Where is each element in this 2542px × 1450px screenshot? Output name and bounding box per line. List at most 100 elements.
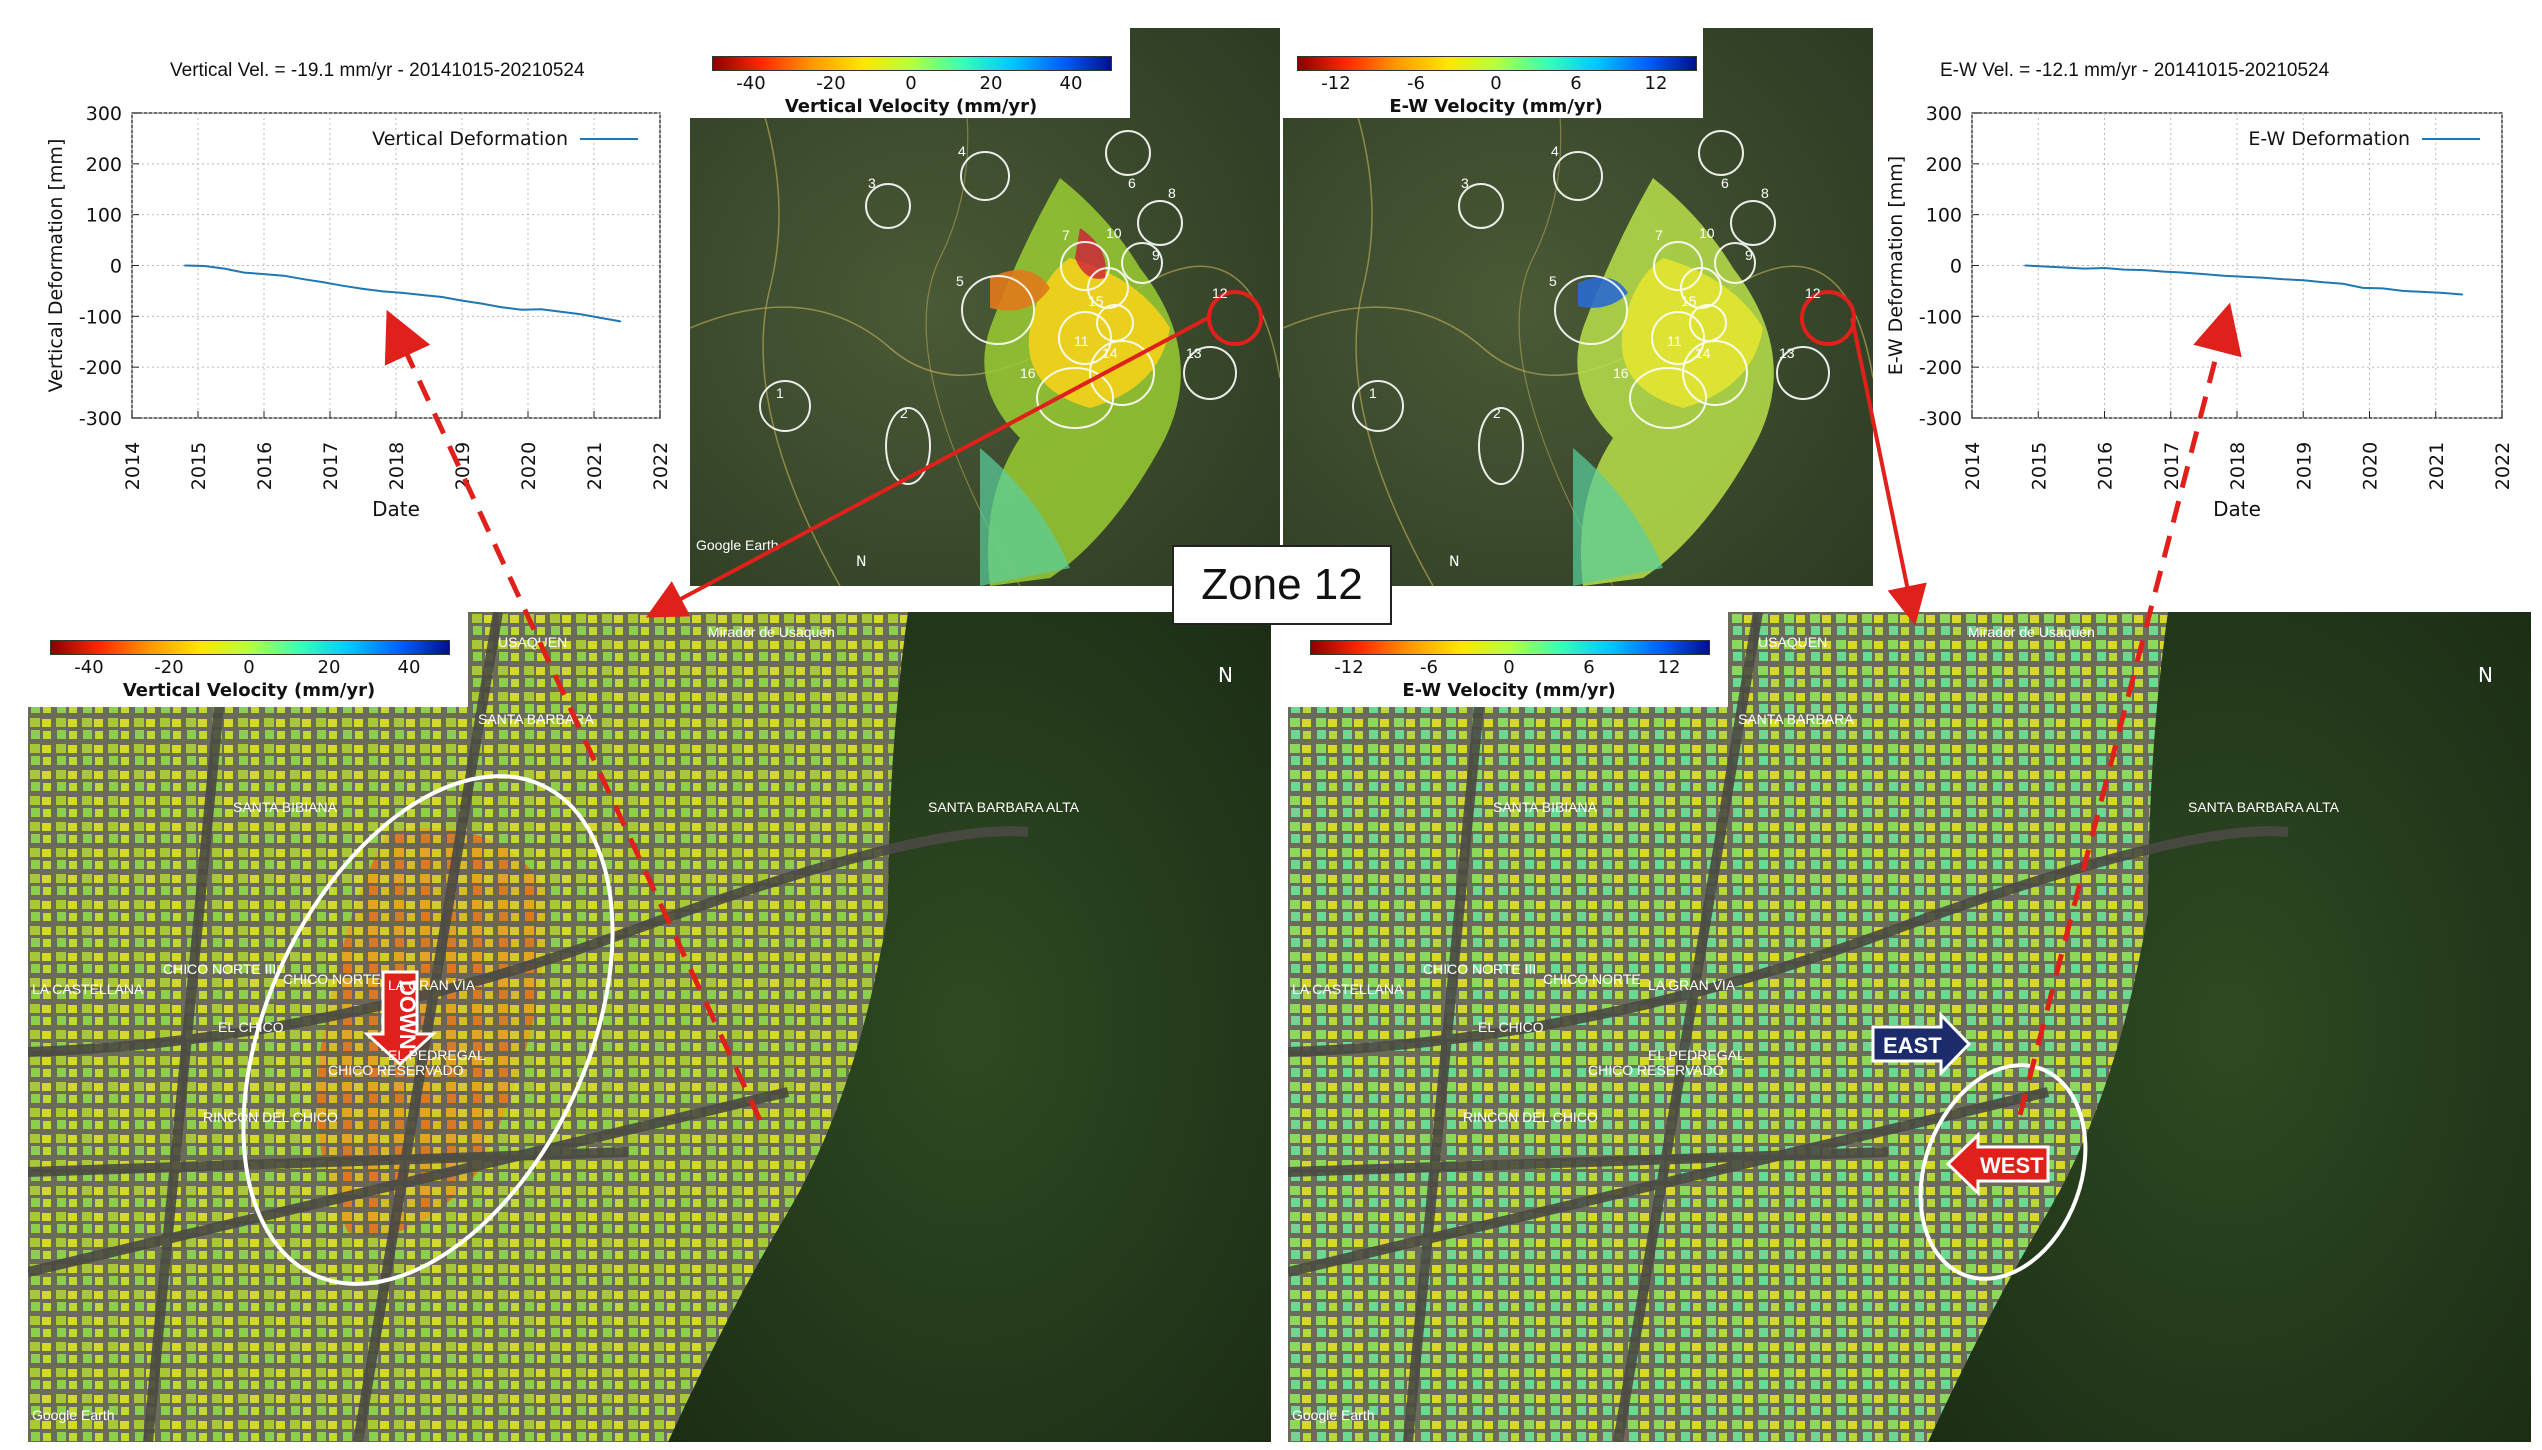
colorbar-tick: -40 [74, 657, 104, 678]
colorbar-tick: 0 [243, 657, 255, 678]
colorbar-tick: 6 [1570, 73, 1582, 94]
svg-text:Mirador de Usaquen: Mirador de Usaquen [708, 624, 835, 640]
svg-text:1: 1 [1369, 385, 1377, 401]
svg-text:RINCON DEL CHICO: RINCON DEL CHICO [1463, 1109, 1598, 1125]
svg-text:Mirador de Usaquen: Mirador de Usaquen [1968, 624, 2095, 640]
data-point [2342, 283, 2344, 285]
svg-text:USAQUEN: USAQUEN [1758, 634, 1827, 650]
y-tick-label: -200 [79, 357, 122, 379]
colorbar-ew-overview: -12 -6 0 6 12 E-W Velocity (mm/yr) [1283, 28, 1703, 118]
colorbar-tick: 0 [905, 73, 917, 94]
y-axis-label: E-W Deformation [mm] [1885, 156, 1907, 375]
colorbar-tick: 20 [979, 73, 1003, 94]
data-point [2103, 267, 2106, 269]
data-point [2024, 264, 2026, 267]
data-point [540, 308, 542, 311]
zone-12-highlight-circle-vertical [1207, 290, 1263, 346]
data-point [599, 317, 602, 319]
data-point [2123, 268, 2126, 271]
data-point [2044, 265, 2046, 268]
data-point [382, 290, 384, 293]
svg-text:CHICO NORTE: CHICO NORTE [1543, 971, 1641, 987]
svg-text:RINCON DEL CHICO: RINCON DEL CHICO [203, 1109, 338, 1125]
svg-text:11: 11 [1074, 333, 1089, 349]
svg-text:SANTA BARBARA ALTA: SANTA BARBARA ALTA [2188, 799, 2340, 815]
data-point [2441, 292, 2444, 294]
svg-text:SANTA BARBARA: SANTA BARBARA [478, 711, 594, 727]
x-tick-label: 2021 [2426, 442, 2448, 490]
svg-text:EL PEDREGAL: EL PEDREGAL [388, 1047, 485, 1063]
data-point [2362, 287, 2364, 289]
colorbar-tick: -40 [736, 73, 766, 94]
svg-text:5: 5 [1549, 273, 1557, 289]
zone-label: Zone 12 [1172, 545, 1392, 625]
data-point [2063, 266, 2066, 269]
colorbar-tick: 20 [317, 657, 341, 678]
colorbar-gradient [1310, 640, 1710, 655]
data-point [2183, 271, 2185, 274]
data-point [2421, 291, 2424, 293]
data-point [560, 310, 562, 313]
detail-map-vertical: DOWN USAQUEN SANTA BARBARA SANTA BARBARA… [28, 612, 1271, 1442]
svg-text:16: 16 [1020, 365, 1036, 381]
x-tick-label: 2014 [122, 442, 144, 490]
y-tick-label: 200 [86, 154, 122, 176]
colorbar-label: E-W Velocity (mm/yr) [1389, 96, 1603, 117]
y-axis-label: Vertical Deformation [mm] [45, 139, 67, 393]
svg-text:LA CASTELLANA: LA CASTELLANA [1292, 981, 1404, 997]
data-point [2222, 274, 2225, 277]
svg-text:8: 8 [1168, 185, 1176, 201]
overview-north-vertical: N [856, 554, 866, 570]
x-tick-label: 2020 [518, 442, 540, 490]
west-arrow: WEST [1945, 1131, 2050, 1197]
data-point [421, 294, 424, 296]
data-point [2302, 279, 2305, 282]
svg-text:EL CHICO: EL CHICO [218, 1019, 284, 1035]
svg-text:8: 8 [1761, 185, 1769, 201]
data-point [2143, 269, 2146, 271]
svg-text:CHICO RESERVADO: CHICO RESERVADO [328, 1062, 464, 1078]
svg-text:13: 13 [1186, 345, 1202, 361]
data-point [263, 273, 265, 275]
detail-north-ew: N [2478, 663, 2493, 687]
svg-text:WEST: WEST [1980, 1153, 2044, 1178]
overview-north-ew: N [1449, 554, 1459, 570]
svg-text:7: 7 [1655, 227, 1663, 243]
svg-text:CHICO RESERVADO: CHICO RESERVADO [1588, 1062, 1724, 1078]
data-point [401, 292, 404, 294]
svg-text:4: 4 [1551, 143, 1559, 159]
svg-text:6: 6 [1128, 175, 1136, 191]
data-point [342, 285, 345, 287]
svg-text:SANTA BARBARA: SANTA BARBARA [1738, 711, 1854, 727]
svg-text:2: 2 [1493, 405, 1501, 421]
data-point [441, 296, 444, 298]
colorbar-tick: -20 [154, 657, 184, 678]
svg-text:15: 15 [1681, 293, 1697, 309]
svg-text:14: 14 [1102, 345, 1118, 361]
svg-text:7: 7 [1062, 227, 1070, 243]
svg-text:EL CHICO: EL CHICO [1478, 1019, 1544, 1035]
x-tick-label: 2022 [2492, 442, 2514, 490]
svg-text:4: 4 [958, 143, 966, 159]
ew-timeseries-panel: E-W Vel. = -12.1 mm/yr - 20141015-202105… [1880, 0, 2540, 530]
data-point [243, 271, 245, 274]
colorbar-tick: 6 [1583, 657, 1595, 678]
east-arrow: EAST [1871, 1011, 1972, 1077]
x-tick-label: 2020 [2360, 442, 2382, 490]
y-tick-label: -100 [1919, 306, 1962, 328]
detail-map-ew-image: EAST WEST USAQUEN SANTA BARBARA SANTA BA… [1288, 612, 2531, 1442]
y-tick-label: 300 [1926, 103, 1962, 125]
data-point [203, 265, 206, 267]
svg-text:3: 3 [1461, 175, 1469, 191]
colorbar-tick: 40 [1059, 73, 1083, 94]
ew-chart-title: E-W Vel. = -12.1 mm/yr - 20141015-202105… [1940, 60, 2330, 81]
data-point [461, 299, 463, 302]
x-tick-label: 2017 [2161, 442, 2183, 490]
legend-label: Vertical Deformation [372, 128, 568, 150]
svg-text:SANTA BARBARA ALTA: SANTA BARBARA ALTA [928, 799, 1080, 815]
svg-text:9: 9 [1745, 247, 1753, 263]
data-point [2461, 293, 2464, 296]
detail-north-vertical: N [1218, 663, 1233, 687]
colorbar-tick: -12 [1334, 657, 1364, 678]
svg-text:SANTA BIBIANA: SANTA BIBIANA [233, 799, 338, 815]
